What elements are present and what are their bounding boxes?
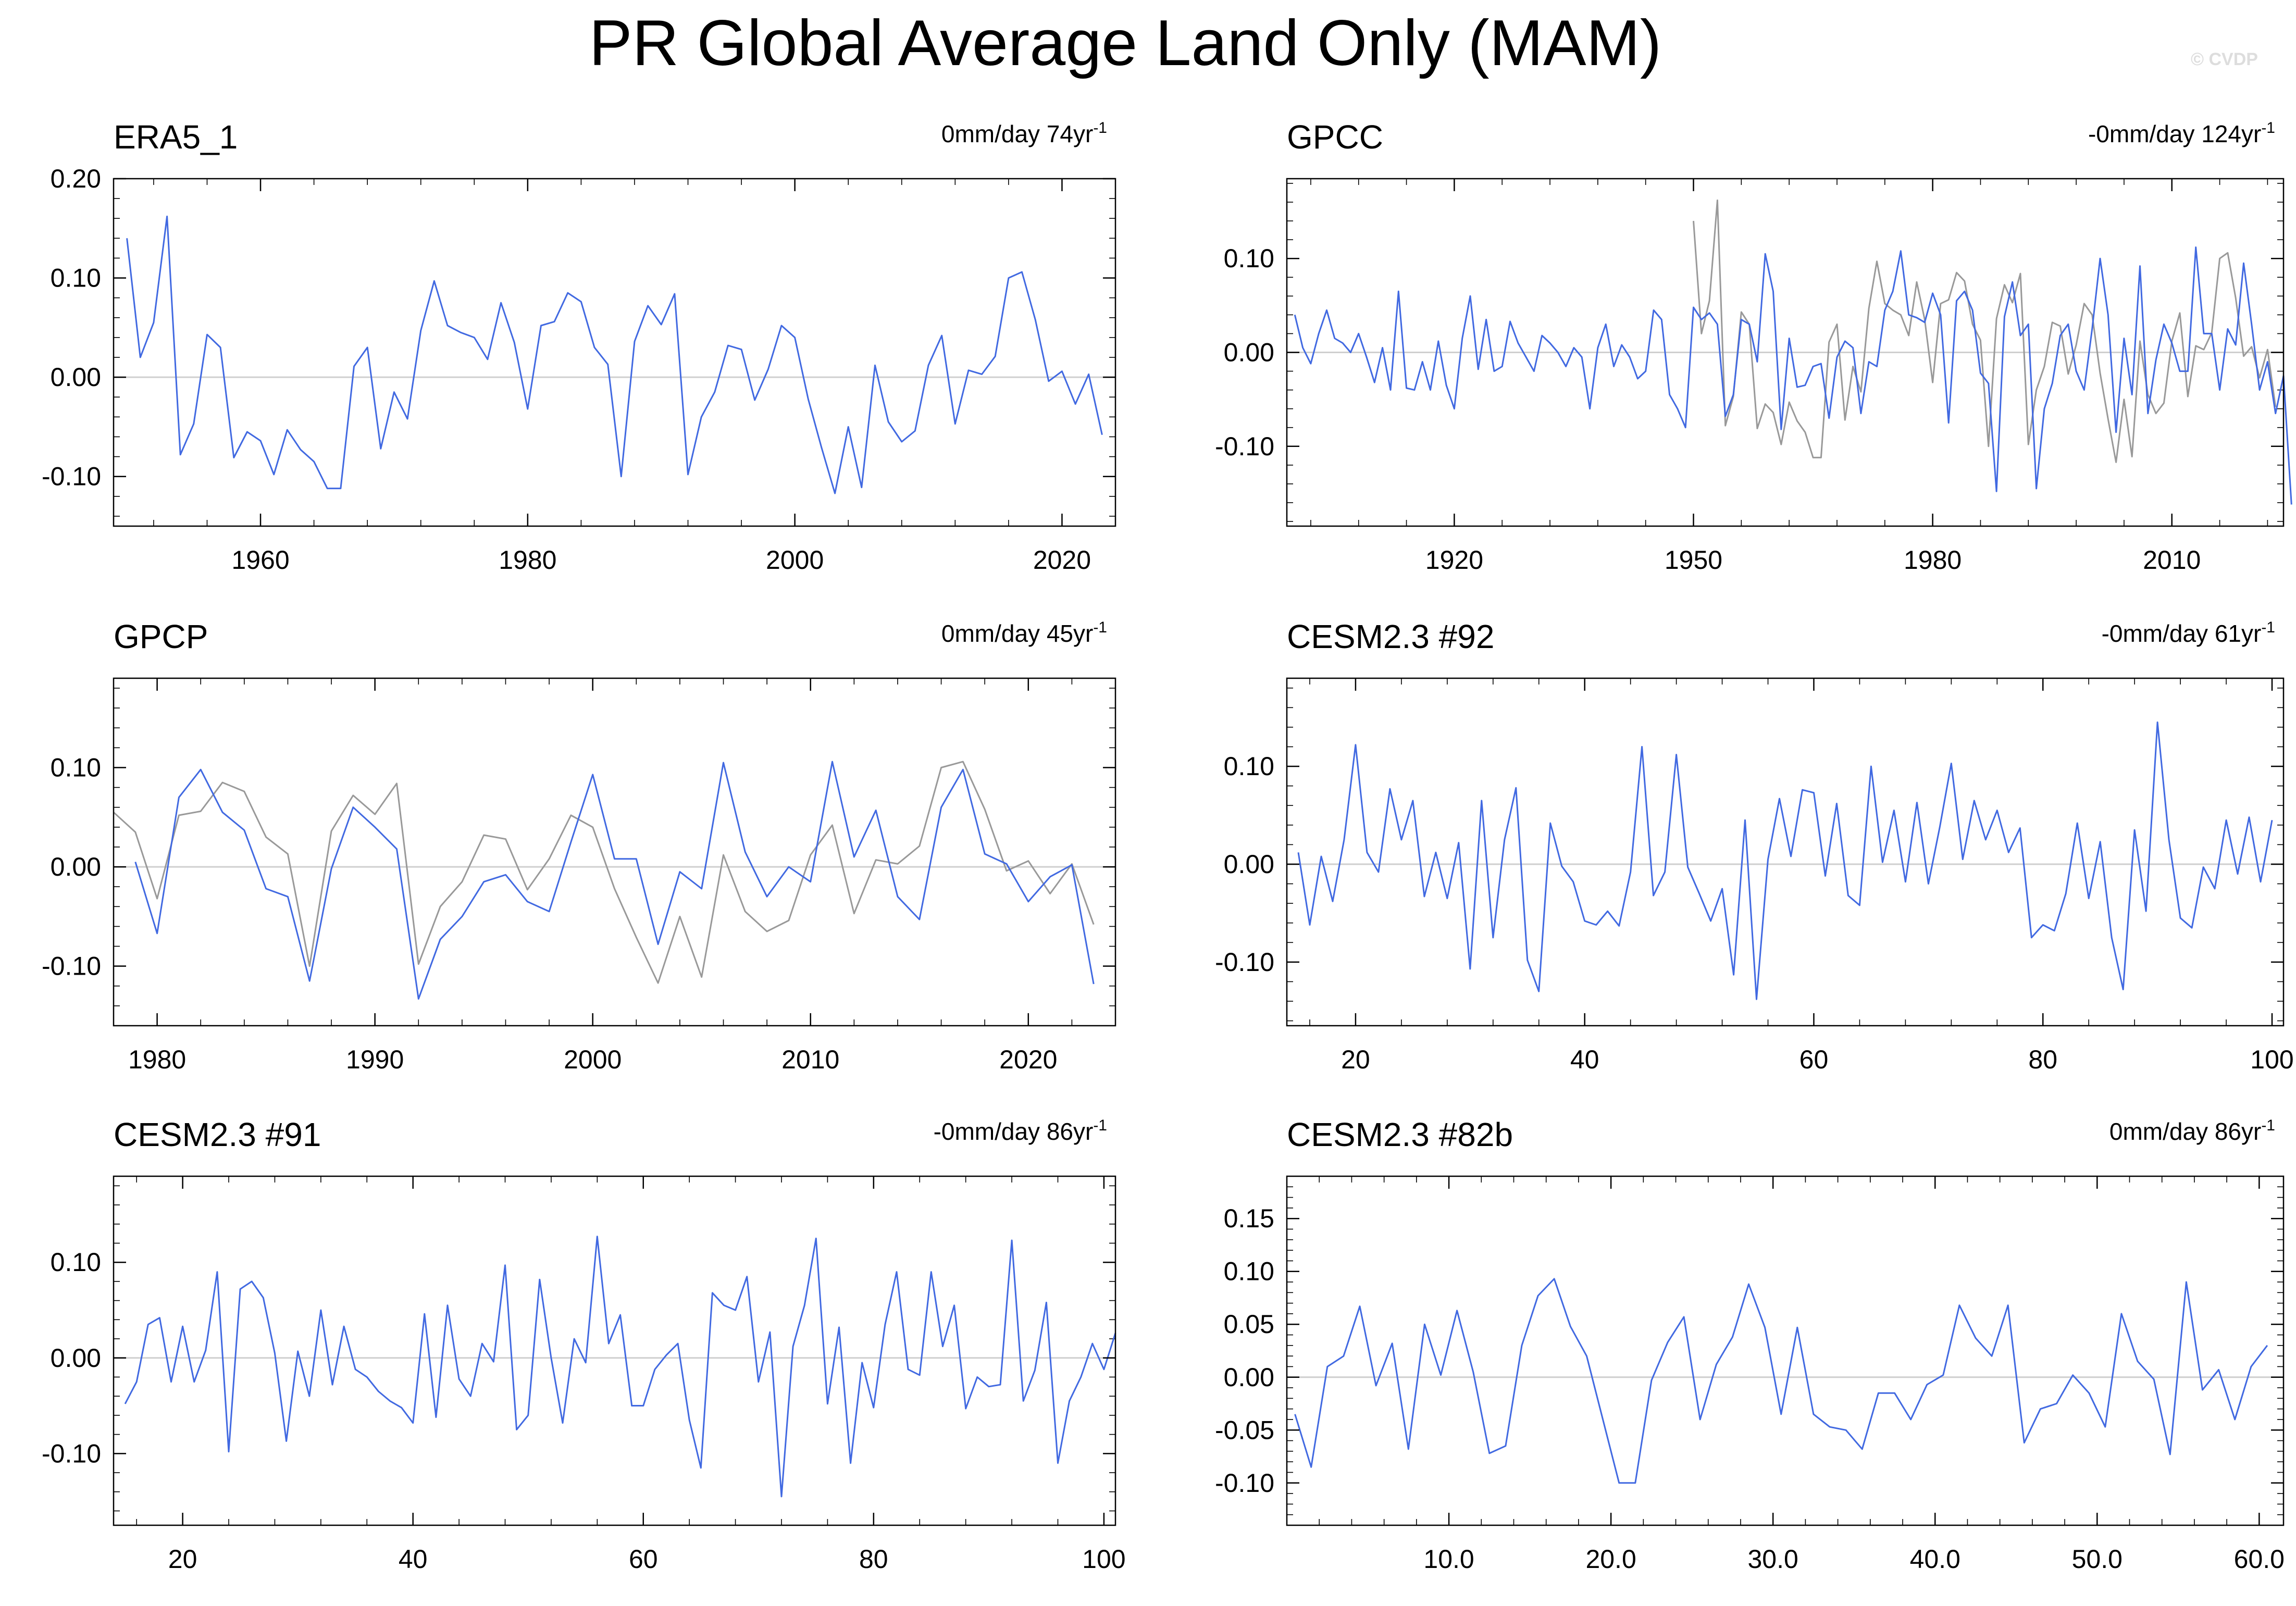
chart-panel-4: 0.10 0.00 -0.10 20 40 60 80 100 CESM2.3 #92 -0mm/… bbox=[1215, 618, 2294, 1074]
y-tick-label: 0.00 bbox=[1224, 338, 1274, 367]
y-tick-label: 0.00 bbox=[51, 852, 101, 881]
chart-panel-2: 0.10 0.00 -0.10 1920 1950 1980 2010 GPCC -0mm/da… bbox=[1215, 118, 2292, 575]
y-tick-label: 0.00 bbox=[1224, 850, 1274, 879]
panel-title: CESM2.3 #92 bbox=[1287, 618, 1494, 655]
watermark: © CVDP bbox=[2191, 49, 2258, 69]
y-tick-label: 0.15 bbox=[1224, 1204, 1274, 1233]
panel-title: CESM2.3 #82b bbox=[1287, 1116, 1513, 1153]
y-tick-label: -0.10 bbox=[1215, 432, 1274, 461]
y-tick-label: -0.10 bbox=[42, 1439, 101, 1468]
trend-label: -0mm/day 61yr-1 bbox=[2102, 619, 2275, 647]
x-tick-label: 100 bbox=[2250, 1045, 2293, 1074]
x-tick-label: 20 bbox=[1341, 1045, 1370, 1074]
y-tick-label: 0.10 bbox=[51, 753, 101, 782]
trend-label: -0mm/day 86yr-1 bbox=[934, 1117, 1107, 1145]
panel-title: CESM2.3 #91 bbox=[114, 1116, 321, 1153]
x-tick-label: 40 bbox=[1570, 1045, 1599, 1074]
trend-superscript: -1 bbox=[1093, 119, 1107, 136]
series-line-cesm2-3-82b bbox=[1294, 1278, 2268, 1484]
series-line-era5-reference- bbox=[1693, 200, 2277, 463]
x-tick-label: 40 bbox=[399, 1545, 428, 1574]
y-tick-label: -0.10 bbox=[42, 952, 101, 981]
y-tick-label: -0.10 bbox=[1215, 948, 1274, 977]
x-tick-label: 80 bbox=[2028, 1045, 2057, 1074]
x-tick-label: 2010 bbox=[781, 1045, 839, 1074]
y-tick-label: 0.05 bbox=[1224, 1310, 1274, 1339]
chart-panel-3: 0.10 0.00 -0.10 1980 1990 2000 2010 2020 GPCP 0mm… bbox=[42, 618, 1116, 1074]
y-tick-label: 0.00 bbox=[51, 363, 101, 392]
series-line-cesm2-3-92 bbox=[1297, 721, 2273, 1000]
series-line-era5-1 bbox=[126, 215, 1103, 494]
series-line-gpcc bbox=[1294, 246, 2292, 505]
plot-frame bbox=[113, 178, 1116, 527]
plot-frame bbox=[113, 677, 1116, 1027]
y-tick-label: 0.00 bbox=[51, 1343, 101, 1373]
x-tick-label: 1980 bbox=[499, 545, 556, 575]
x-tick-label: 1980 bbox=[128, 1045, 186, 1074]
trend-label: 0mm/day 45yr-1 bbox=[941, 619, 1107, 647]
x-tick-label: 2000 bbox=[564, 1045, 622, 1074]
x-tick-label: 1980 bbox=[1904, 545, 1962, 575]
page-title: PR Global Average Land Only (MAM) bbox=[589, 7, 1662, 79]
panel-title: GPCP bbox=[114, 618, 208, 655]
chart-panel-5: 0.10 0.00 -0.10 20 40 60 80 100 CESM2.3 #91 -0mm/… bbox=[42, 1116, 1126, 1574]
x-tick-label: 60 bbox=[629, 1545, 658, 1574]
x-tick-label: 1920 bbox=[1425, 545, 1483, 575]
y-tick-label: -0.10 bbox=[1215, 1468, 1274, 1498]
x-tick-label: 2020 bbox=[1033, 545, 1091, 575]
trend-label: 0mm/day 86yr-1 bbox=[2109, 1117, 2275, 1145]
trend-superscript: -1 bbox=[2261, 1117, 2275, 1134]
y-tick-label: 0.10 bbox=[1224, 1257, 1274, 1286]
y-tick-label: -0.10 bbox=[42, 462, 101, 491]
x-tick-label: 2010 bbox=[2143, 545, 2201, 575]
x-tick-label: 10.0 bbox=[1423, 1545, 1474, 1574]
panel-title: ERA5_1 bbox=[114, 118, 238, 156]
x-tick-label: 60 bbox=[1799, 1045, 1829, 1074]
series-line-cesm2-3-91 bbox=[124, 1236, 1116, 1498]
trend-superscript: -1 bbox=[2261, 619, 2275, 636]
y-tick-label: 0.20 bbox=[51, 164, 101, 193]
x-tick-label: 2000 bbox=[766, 545, 824, 575]
plot-frame bbox=[1286, 1175, 2285, 1526]
x-tick-label: 2020 bbox=[999, 1045, 1057, 1074]
x-tick-label: 30.0 bbox=[1748, 1545, 1798, 1574]
trend-superscript: -1 bbox=[1093, 619, 1107, 636]
trend-label: -0mm/day 124yr-1 bbox=[2088, 119, 2275, 147]
x-tick-label: 100 bbox=[1082, 1545, 1125, 1574]
trend-superscript: -1 bbox=[1093, 1117, 1107, 1134]
x-tick-label: 1950 bbox=[1665, 545, 1722, 575]
y-tick-label: 0.10 bbox=[51, 264, 101, 293]
x-tick-label: 50.0 bbox=[2072, 1545, 2123, 1574]
chart-panel-1: 0.20 0.10 0.00 -0.10 1960 1980 2000 2020 ERA5_1 0… bbox=[42, 118, 1116, 575]
trend-superscript: -1 bbox=[2261, 119, 2275, 136]
x-tick-label: 80 bbox=[859, 1545, 888, 1574]
y-tick-label: 0.00 bbox=[1224, 1363, 1274, 1392]
x-tick-label: 1960 bbox=[231, 545, 289, 575]
x-tick-label: 1990 bbox=[346, 1045, 404, 1074]
plot-frame bbox=[113, 1175, 1116, 1526]
chart-panel-6: 0.15 0.10 0.05 0.00 -0.05 -0.10 10.0 20.0 30.0 40… bbox=[1215, 1116, 2285, 1574]
y-tick-label: 0.10 bbox=[1224, 244, 1274, 273]
panel-title: GPCC bbox=[1287, 118, 1383, 156]
plot-frame bbox=[1286, 677, 2285, 1027]
y-tick-label: -0.05 bbox=[1215, 1415, 1274, 1445]
y-tick-label: 0.10 bbox=[1224, 752, 1274, 781]
trend-label: 0mm/day 74yr-1 bbox=[941, 119, 1107, 147]
x-tick-label: 60.0 bbox=[2234, 1545, 2285, 1574]
series-line-era5-reference- bbox=[113, 761, 1095, 984]
x-tick-label: 20 bbox=[168, 1545, 197, 1574]
x-tick-label: 40.0 bbox=[1910, 1545, 1960, 1574]
series-line-gpcp bbox=[134, 761, 1095, 1000]
x-tick-label: 20.0 bbox=[1585, 1545, 1636, 1574]
y-tick-label: 0.10 bbox=[51, 1248, 101, 1277]
